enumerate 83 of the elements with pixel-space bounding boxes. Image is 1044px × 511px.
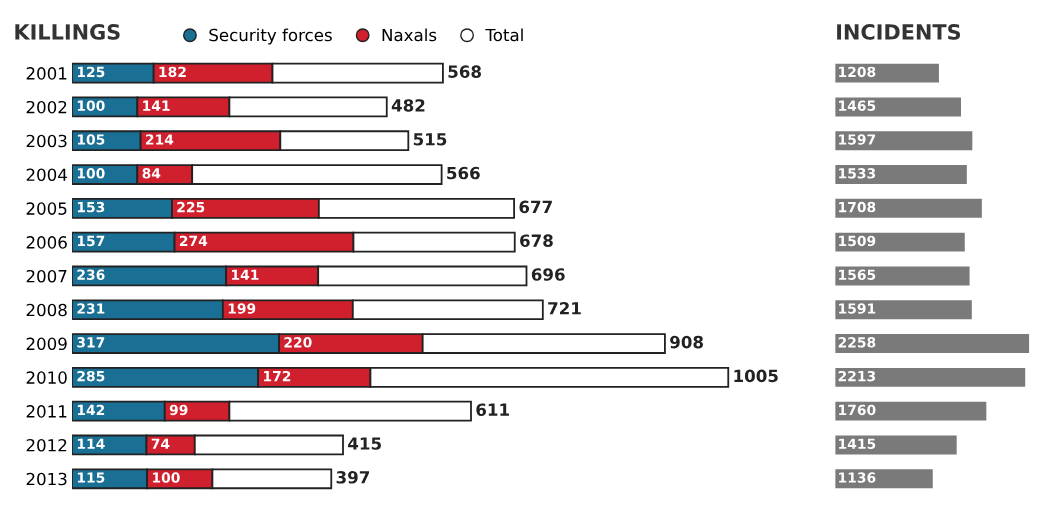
- y-tick-label: 2008: [26, 303, 67, 317]
- total-label: 566: [447, 166, 480, 180]
- bar: [835, 367, 1026, 387]
- bar: [835, 165, 967, 184]
- y-tick-label: 2013: [26, 472, 67, 486]
- bar: [835, 469, 933, 489]
- data-label: 2213: [838, 370, 876, 382]
- bar: [835, 266, 970, 286]
- y-tick-label: 2009: [26, 337, 67, 351]
- data-label: 285: [77, 370, 105, 382]
- data-label: 1565: [839, 269, 876, 280]
- data-label: 1208: [839, 66, 876, 78]
- legend-label: Security forces: [209, 28, 332, 45]
- bar: [835, 401, 987, 421]
- y-tick-label: 2005: [26, 202, 67, 215]
- data-label: 99: [169, 404, 188, 416]
- total-label: 515: [413, 133, 447, 146]
- total-label: 611: [476, 403, 509, 416]
- bar: [835, 63, 939, 83]
- data-label: 236: [77, 269, 105, 280]
- y-tick-label: 2012: [26, 438, 67, 452]
- data-label: 157: [77, 235, 105, 247]
- chart-title: KILLINGS: [15, 24, 120, 40]
- data-label: 182: [159, 66, 186, 78]
- legend-label: Naxals: [382, 28, 437, 42]
- data-label: 1136: [839, 472, 876, 483]
- data-label: 172: [263, 370, 291, 382]
- total-label: 721: [548, 301, 581, 315]
- data-label: 114: [77, 438, 105, 449]
- total-label: 678: [520, 234, 553, 247]
- y-tick-label: 2007: [26, 269, 67, 283]
- data-label: 199: [228, 303, 256, 314]
- y-tick-label: 2004: [26, 168, 67, 182]
- data-label: 1760: [839, 404, 876, 416]
- data-label: 317: [77, 337, 105, 348]
- total-label: 1005: [734, 369, 778, 383]
- bar: [835, 435, 957, 455]
- total-label: 482: [391, 99, 425, 112]
- data-label: 1509: [839, 235, 876, 247]
- total-label: 415: [348, 437, 381, 450]
- chart-title: INCIDENTS: [837, 24, 961, 40]
- data-label: 100: [77, 100, 105, 111]
- data-label: 1533: [839, 168, 876, 179]
- bar: [835, 131, 973, 151]
- total-label: 397: [336, 471, 370, 484]
- total-label: 696: [531, 268, 565, 281]
- data-label: 214: [145, 134, 174, 145]
- legend-label: Total: [485, 28, 523, 42]
- data-label: 274: [179, 235, 208, 246]
- bar: [835, 198, 982, 218]
- data-label: 1415: [839, 438, 876, 449]
- data-label: 1597: [839, 134, 876, 145]
- data-label: 1708: [839, 201, 876, 213]
- data-label: 141: [232, 269, 259, 280]
- data-label: 84: [142, 168, 161, 179]
- total-label: 908: [670, 335, 703, 349]
- data-label: 2258: [838, 337, 876, 348]
- y-tick-label: 2003: [26, 134, 67, 148]
- data-label: 220: [284, 337, 312, 348]
- data-label: 153: [77, 201, 105, 213]
- data-label: 100: [77, 168, 105, 179]
- data-label: 100: [152, 472, 180, 483]
- data-label: 142: [77, 404, 105, 415]
- data-label: 231: [77, 303, 105, 314]
- total-label: 568: [448, 65, 481, 78]
- data-label: 74: [151, 438, 170, 449]
- bar: [835, 334, 1030, 354]
- y-tick-label: 2006: [26, 236, 67, 249]
- data-label: 1591: [839, 303, 876, 314]
- bar: [835, 97, 961, 117]
- y-tick-label: 2010: [26, 371, 67, 384]
- y-tick-label: 2001: [26, 67, 67, 80]
- bar: [835, 300, 972, 320]
- data-label: 125: [77, 66, 105, 78]
- data-label: 141: [143, 100, 170, 111]
- bar: [835, 232, 965, 252]
- data-label: 115: [77, 472, 105, 483]
- y-tick-label: 2002: [26, 100, 67, 114]
- data-label: 225: [177, 201, 205, 213]
- data-label: 105: [77, 134, 105, 145]
- y-tick-label: 2011: [26, 405, 67, 418]
- data-label: 1465: [839, 100, 876, 111]
- total-label: 677: [519, 200, 552, 214]
